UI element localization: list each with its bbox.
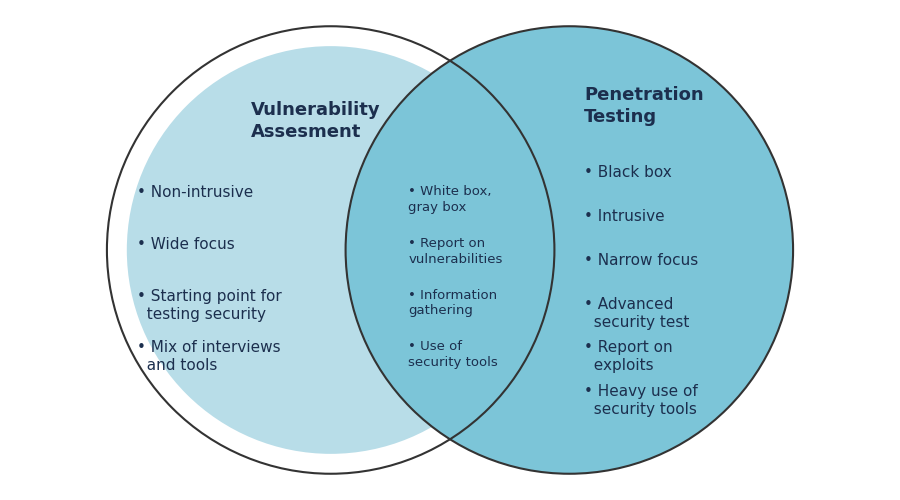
- Text: • Narrow focus: • Narrow focus: [584, 253, 698, 268]
- Text: Vulnerability
Assesment: Vulnerability Assesment: [251, 101, 381, 141]
- Text: • Mix of interviews
  and tools: • Mix of interviews and tools: [137, 340, 281, 374]
- Text: • Intrusive: • Intrusive: [584, 209, 665, 224]
- Text: • Black box: • Black box: [584, 166, 672, 180]
- Text: • Heavy use of
  security tools: • Heavy use of security tools: [584, 384, 698, 417]
- Text: Penetration
Testing: Penetration Testing: [584, 86, 704, 126]
- Text: • Use of
security tools: • Use of security tools: [409, 340, 498, 369]
- Circle shape: [127, 46, 535, 454]
- Text: • Report on
vulnerabilities: • Report on vulnerabilities: [409, 237, 502, 266]
- Text: • Information
gathering: • Information gathering: [409, 289, 498, 318]
- Text: • Wide focus: • Wide focus: [137, 237, 235, 252]
- Text: • Non-intrusive: • Non-intrusive: [137, 186, 253, 200]
- Text: • Starting point for
  testing security: • Starting point for testing security: [137, 289, 282, 322]
- Circle shape: [346, 26, 793, 474]
- Text: • Advanced
  security test: • Advanced security test: [584, 296, 689, 330]
- Text: • Report on
  exploits: • Report on exploits: [584, 340, 673, 374]
- Text: • White box,
gray box: • White box, gray box: [409, 186, 491, 214]
